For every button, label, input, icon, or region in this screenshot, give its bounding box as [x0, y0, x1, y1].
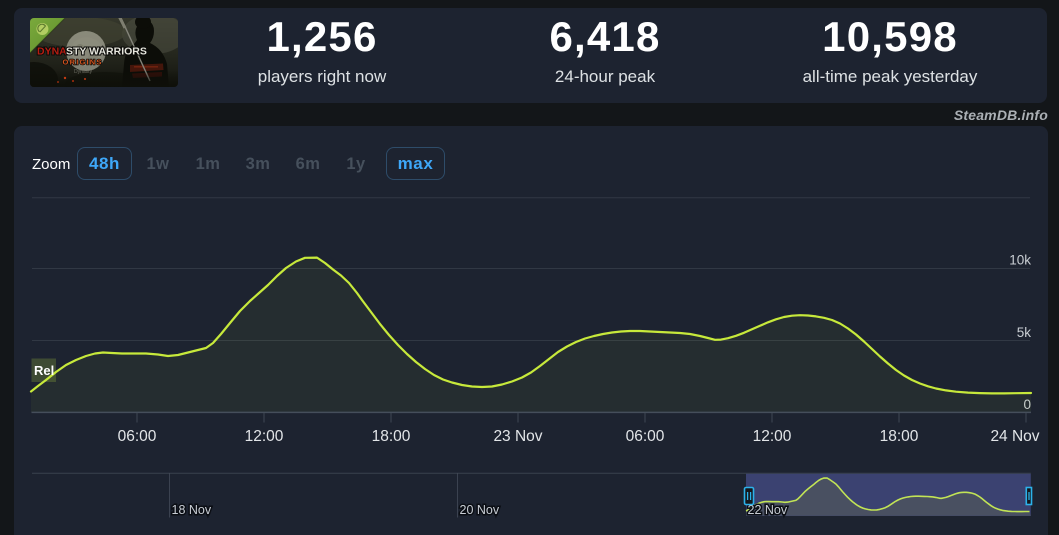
svg-text:0: 0 [1023, 397, 1031, 412]
svg-text:Dynasty: Dynasty [74, 69, 93, 75]
svg-text:20 Nov: 20 Nov [460, 503, 500, 517]
svg-text:06:00: 06:00 [626, 428, 665, 445]
svg-text:DYNA: DYNA [37, 45, 67, 57]
svg-text:STY WARRIORS: STY WARRIORS [66, 45, 147, 57]
svg-text:22 Nov: 22 Nov [748, 503, 788, 517]
svg-text:12:00: 12:00 [245, 428, 284, 445]
svg-text:18 Nov: 18 Nov [172, 503, 212, 517]
svg-text:18:00: 18:00 [372, 428, 411, 445]
svg-text:10k: 10k [1009, 253, 1031, 268]
svg-text:ORIGINS: ORIGINS [63, 58, 103, 67]
svg-text:Rel: Rel [34, 363, 54, 378]
svg-text:18:00: 18:00 [880, 428, 919, 445]
svg-text:5k: 5k [1017, 325, 1032, 340]
svg-text:06:00: 06:00 [118, 428, 157, 445]
svg-text:23 Nov: 23 Nov [493, 428, 542, 445]
svg-text:24 Nov: 24 Nov [990, 428, 1039, 445]
svg-text:12:00: 12:00 [753, 428, 792, 445]
